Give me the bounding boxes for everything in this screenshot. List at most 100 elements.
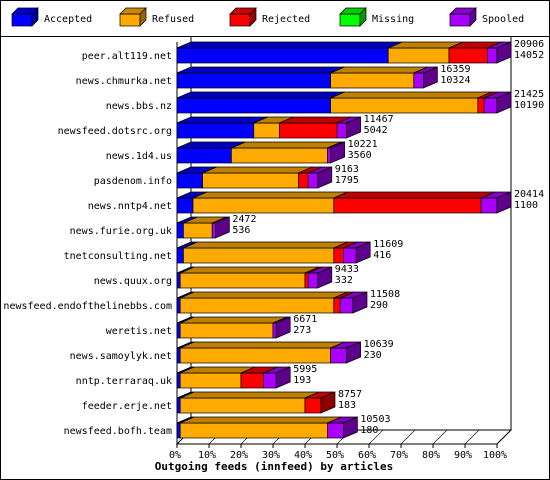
- row-label: nntp.terraraq.uk: [76, 376, 172, 387]
- row-label: news.nntp4.net: [88, 201, 172, 212]
- bar-total-label: 16359: [440, 64, 470, 75]
- x-tick-label: 80%: [422, 450, 440, 461]
- bar-accepted-label: 416: [373, 250, 391, 261]
- bar-segment-refused: [179, 347, 331, 364]
- x-tick-label: 30%: [262, 450, 280, 461]
- row-label: weretis.net: [106, 326, 172, 337]
- row-label: newsfeed.dotsrc.org: [58, 126, 172, 137]
- bar-segment-refused: [179, 397, 306, 414]
- bar-accepted-label: 14052: [514, 50, 544, 61]
- bar-total-label: 20906: [514, 39, 544, 50]
- x-tick-label: 90%: [454, 450, 472, 461]
- bar-total-label: 21425: [514, 89, 544, 100]
- bar-accepted-label: 10324: [440, 75, 470, 86]
- row-label: news.1d4.us: [106, 151, 172, 162]
- bar-accepted-label: 5042: [364, 125, 388, 136]
- bar-segment-rejected: [298, 172, 309, 189]
- x-tick-label: 50%: [326, 450, 344, 461]
- bar-segment-refused: [330, 72, 415, 89]
- bar-total-label: 11609: [373, 239, 403, 250]
- bar-total-label: 20414: [514, 189, 544, 200]
- bar-total-label: 5995: [293, 364, 317, 375]
- row-label: feeder.erje.net: [82, 401, 172, 412]
- bar-total-label: 10503: [360, 414, 390, 425]
- x-tick-label: 0%: [169, 450, 181, 461]
- bar-segment-refused: [330, 97, 479, 114]
- bar-segment-spooled: [343, 247, 357, 264]
- legend-swatch-missing: [339, 13, 361, 27]
- bar-accepted-label: 3560: [348, 150, 372, 161]
- legend-swatch-refused: [119, 13, 141, 27]
- x-axis-title: Outgoing feeds (innfeed) by articles: [155, 460, 393, 473]
- bar-segment-spooled: [327, 422, 344, 439]
- legend-swatch-rejected: [229, 13, 251, 27]
- bar-segment-accepted: [176, 372, 181, 389]
- bar-segment-refused: [183, 247, 335, 264]
- bar-segment-accepted: [176, 397, 181, 414]
- bar-accepted-label: 183: [338, 400, 356, 411]
- row-label: newsfeed.endofthelinebbs.com: [3, 301, 172, 312]
- bar-segment-spooled: [483, 97, 498, 114]
- bar-segment-rejected: [304, 272, 309, 289]
- bar-total-label: 9163: [335, 164, 359, 175]
- bar-segment-refused: [231, 147, 328, 164]
- bar-segment-refused: [183, 222, 213, 239]
- x-tick-label: 60%: [358, 450, 376, 461]
- bar-accepted-label: 1795: [335, 175, 359, 186]
- bar-segment-refused: [253, 122, 280, 139]
- bar-accepted-label: 10190: [514, 100, 544, 111]
- bar-segment-spooled: [263, 372, 277, 389]
- bar-segment-refused: [202, 172, 299, 189]
- bar-segment-accepted: [176, 347, 181, 364]
- bar-segment-accepted: [176, 147, 232, 164]
- bar-segment-accepted: [176, 172, 203, 189]
- bars: 2090614052163591032421425101901146750421…: [176, 39, 544, 439]
- bar-accepted-label: 230: [364, 350, 382, 361]
- bar-segment-rejected: [279, 122, 338, 139]
- x-tick-label: 70%: [390, 450, 408, 461]
- bar-segment-accepted: [176, 197, 194, 214]
- bar-total-label: 8757: [338, 389, 362, 400]
- bar-segment-rejected: [448, 47, 488, 64]
- row-label: newsfeed.bofh.team: [64, 426, 172, 437]
- bar-segment-spooled: [307, 272, 319, 289]
- bar-accepted-label: 290: [370, 300, 388, 311]
- legend-label-accepted: Accepted: [44, 14, 92, 25]
- bar-segment-rejected: [304, 397, 322, 414]
- bar-segment-accepted: [176, 97, 331, 114]
- bar-segment-refused: [192, 197, 335, 214]
- bar-segment-spooled: [339, 297, 354, 314]
- legend-label-rejected: Rejected: [262, 14, 310, 25]
- bar-accepted-label: 193: [293, 375, 311, 386]
- bar-segment-rejected: [333, 247, 344, 264]
- legend-swatch-accepted: [11, 13, 33, 27]
- bar-segment-spooled: [480, 197, 498, 214]
- bar-segment-refused: [387, 47, 450, 64]
- bar-accepted-label: 1100: [514, 200, 538, 211]
- row-labels: peer.alt119.net news.chmurka.net news.bbs.…: [3, 51, 172, 437]
- legend-swatch-spooled: [449, 13, 471, 27]
- bar-segment-refused: [179, 272, 306, 289]
- bar-segment-accepted: [176, 72, 331, 89]
- row-label: peer.alt119.net: [82, 51, 172, 62]
- bar-segment-spooled: [327, 147, 331, 164]
- row-label: tnetconsulting.net: [64, 251, 172, 262]
- bar-segment-accepted: [176, 272, 181, 289]
- bar-segment-rejected: [240, 372, 264, 389]
- bar-total-label: 9433: [335, 264, 359, 275]
- bar-accepted-label: 180: [360, 425, 378, 436]
- bar-segment-accepted: [176, 47, 389, 64]
- bar-segment-refused: [179, 372, 242, 389]
- legend-label-missing: Missing: [372, 14, 414, 25]
- bar-segment-accepted: [176, 222, 184, 239]
